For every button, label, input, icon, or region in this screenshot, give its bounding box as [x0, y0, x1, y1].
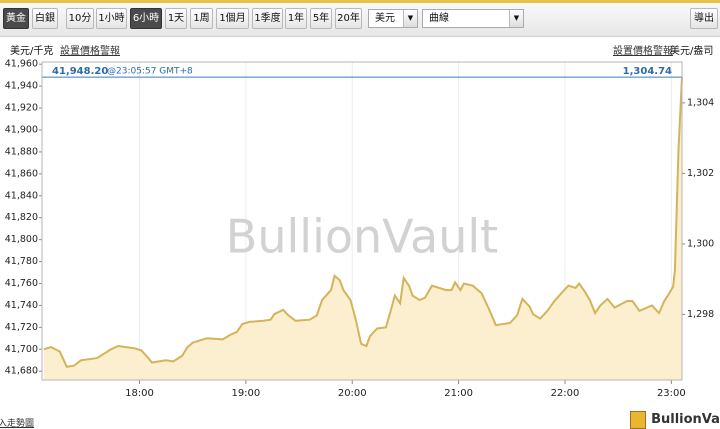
y-tick-label: 41,760	[5, 278, 38, 289]
range-button[interactable]: 1小時	[96, 8, 127, 29]
y-tick-label: 41,940	[5, 81, 38, 92]
latest-price: 41,948.20	[52, 66, 108, 77]
select-arrow: ▼	[403, 10, 417, 27]
logo: BullionVault	[630, 410, 720, 429]
metal-button[interactable]: 白銀	[32, 8, 58, 29]
y2-tick-label: 1,302	[687, 168, 714, 179]
area	[43, 77, 683, 380]
x-tick-label: 23:00	[657, 388, 686, 399]
toolbar: 黃金 白銀 10分 1小時 6小時 1天 1周 1個月 1季度 1年 5年 20年 美元 ▼ 曲線 ▼ 導出	[0, 0, 720, 37]
select-text: 美元	[375, 13, 395, 24]
range-button[interactable]: 10分	[66, 8, 94, 29]
select-arrow: ▼	[509, 10, 523, 27]
left-unit: 美元/千克	[10, 46, 54, 57]
range-button[interactable]: 20年	[335, 8, 362, 29]
y-tick-label: 41,820	[5, 212, 38, 223]
y-tick-label: 41,880	[5, 146, 38, 157]
y-tick-label: 41,860	[5, 168, 38, 179]
x-tick-label: 22:00	[551, 388, 580, 399]
range-button[interactable]: 6小時	[130, 8, 162, 29]
select-text: 曲線	[429, 13, 449, 24]
y-tick-label: 41,800	[5, 234, 38, 245]
y-tick-label: 41,920	[5, 103, 38, 114]
y2-tick-label: 1,298	[687, 309, 714, 320]
currency-select[interactable]: 美元 ▼	[368, 9, 418, 28]
range-button[interactable]: 1周	[190, 8, 213, 29]
x-tick-label: 18:00	[125, 388, 154, 399]
x-tick-label: 21:00	[444, 388, 473, 399]
watermark: BullionVault	[226, 210, 498, 264]
latest-time: @23:05:57 GMT+8	[107, 67, 193, 77]
y-tick-label: 41,900	[5, 124, 38, 135]
logo-icon	[630, 411, 646, 429]
x-tick-label: 20:00	[338, 388, 367, 399]
y-tick-label: 41,680	[5, 366, 38, 377]
range-button[interactable]: 1年	[285, 8, 307, 29]
y-tick-label: 41,780	[5, 256, 38, 267]
metal-button[interactable]: 黃金	[3, 8, 29, 29]
plot-frame	[41, 61, 683, 381]
right-unit: 美元/盎司	[670, 46, 714, 57]
footer-link[interactable]: 入走勢圖	[0, 419, 35, 429]
range-button[interactable]: 1天	[165, 8, 187, 29]
range-button[interactable]: 1個月	[216, 8, 249, 29]
y2-tick-label: 1,304	[687, 97, 714, 108]
range-button[interactable]: 5年	[310, 8, 332, 29]
y-tick-label: 41,740	[5, 300, 38, 311]
style-select[interactable]: 曲線 ▼	[422, 9, 524, 28]
line	[43, 77, 683, 368]
alert-link[interactable]: 設置價格警報	[60, 46, 120, 57]
y-tick-label: 41,840	[5, 190, 38, 201]
latest-price-oz: 1,304.74	[623, 66, 672, 77]
export-button[interactable]: 導出	[690, 8, 718, 29]
y2-tick-label: 1,300	[687, 238, 714, 249]
alert-link[interactable]: 設置價格警報	[613, 46, 673, 57]
y-tick-label: 41,720	[5, 322, 38, 333]
range-button[interactable]: 1季度	[252, 8, 283, 29]
y-tick-label: 41,960	[5, 59, 38, 70]
x-tick-label: 19:00	[231, 388, 260, 399]
y-tick-label: 41,700	[5, 344, 38, 355]
logo-text: BullionVault	[651, 412, 720, 427]
